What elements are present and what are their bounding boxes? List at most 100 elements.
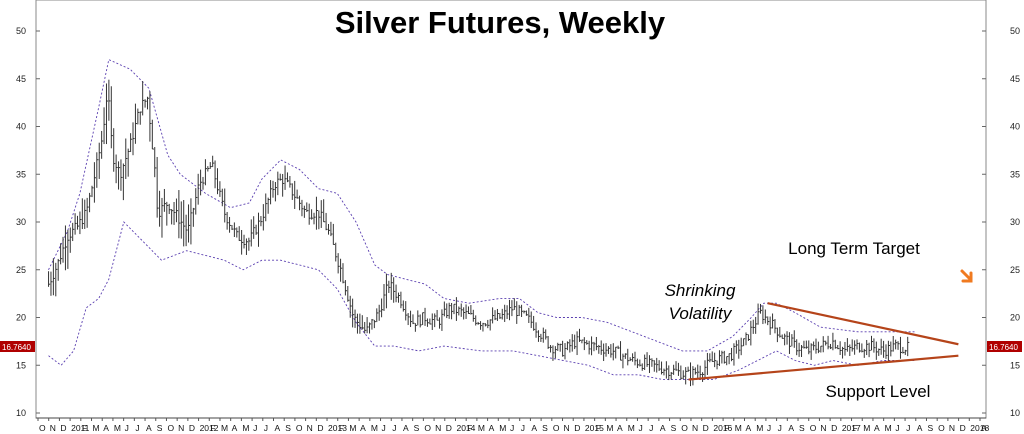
- x-tick-label: O: [553, 423, 560, 433]
- x-tick-label: M: [114, 423, 121, 433]
- x-tick-label: J: [906, 423, 910, 433]
- x-tick-label: J: [895, 423, 899, 433]
- x-tick-label: O: [938, 423, 945, 433]
- x-tick-label: F: [467, 423, 472, 433]
- x-tick-label: S: [799, 423, 805, 433]
- x-tick-label: A: [617, 423, 623, 433]
- x-tick-label: F: [82, 423, 87, 433]
- x-tick-label: J: [135, 423, 139, 433]
- y-tick-label-right: 40: [1010, 122, 1020, 132]
- x-tick-label: J: [125, 423, 129, 433]
- x-tick-label: A: [103, 423, 109, 433]
- x-tick-label: 2015: [585, 423, 604, 433]
- x-tick-label: J: [392, 423, 396, 433]
- y-tick-label-left: 20: [16, 313, 26, 323]
- price-tag-right: 16.7640: [987, 341, 1022, 352]
- x-tick-label: S: [285, 423, 291, 433]
- trendline: [688, 354, 959, 381]
- x-tick-label: D: [317, 423, 323, 433]
- x-tick-label: A: [275, 423, 281, 433]
- x-tick-label: M: [499, 423, 506, 433]
- x-tick-label: N: [178, 423, 184, 433]
- x-tick-label: F: [596, 423, 601, 433]
- x-tick-label: A: [660, 423, 666, 433]
- x-tick-label: J: [253, 423, 257, 433]
- x-tick-label: M: [606, 423, 613, 433]
- x-tick-label: A: [531, 423, 537, 433]
- annotation-shrinking: Shrinking: [665, 281, 736, 300]
- y-tick-label-right: 10: [1010, 408, 1020, 418]
- y-tick-label-right: 45: [1010, 74, 1020, 84]
- x-tick-label: A: [360, 423, 366, 433]
- x-tick-label: N: [307, 423, 313, 433]
- x-tick-label: A: [403, 423, 409, 433]
- x-tick-label: F: [210, 423, 215, 433]
- x-tick-label: A: [788, 423, 794, 433]
- x-tick-label: O: [39, 423, 46, 433]
- y-tick-label-right: 15: [1010, 360, 1020, 370]
- price-tag-right-text: 16.7640: [989, 343, 1018, 352]
- x-tick-label: 2014: [456, 423, 475, 433]
- x-tick-label: J: [382, 423, 386, 433]
- y-tick-label-left: 10: [16, 408, 26, 418]
- y-tick-label-left: 25: [16, 265, 26, 275]
- x-tick-label: S: [671, 423, 677, 433]
- x-tick-label: A: [146, 423, 152, 433]
- x-tick-label: M: [885, 423, 892, 433]
- x-tick-label: A: [232, 423, 238, 433]
- y-tick-label-left: 30: [16, 217, 26, 227]
- x-tick-label: O: [424, 423, 431, 433]
- y-tick-label-right: 30: [1010, 217, 1020, 227]
- y-tick-label-right: 20: [1010, 313, 1020, 323]
- x-tick-label: M: [735, 423, 742, 433]
- x-tick-label: J: [510, 423, 514, 433]
- x-tick-label: S: [157, 423, 163, 433]
- y-tick-label-left: 40: [16, 122, 26, 132]
- annotation-long-term-target: Long Term Target: [788, 239, 920, 258]
- x-tick-label: N: [50, 423, 56, 433]
- x-tick-label: D: [960, 423, 966, 433]
- x-tick-label: N: [949, 423, 955, 433]
- target-arrow-icon: [960, 269, 973, 283]
- x-tick-label: D: [189, 423, 195, 433]
- x-tick-label: D: [574, 423, 580, 433]
- y-tick-label-left: 45: [16, 74, 26, 84]
- chart-title: Silver Futures, Weekly: [335, 5, 666, 40]
- annotation-volatility: Volatility: [669, 304, 733, 323]
- y-tick-label-right: 35: [1010, 169, 1020, 179]
- x-tick-label: M: [756, 423, 763, 433]
- x-tick-label: J: [264, 423, 268, 433]
- x-tick-label: S: [927, 423, 933, 433]
- x-tick-label: 2012: [200, 423, 219, 433]
- y-tick-label-right: 25: [1010, 265, 1020, 275]
- x-tick-label: M: [628, 423, 635, 433]
- y-tick-label-right: 50: [1010, 26, 1020, 36]
- x-tick-label: S: [414, 423, 420, 433]
- x-tick-label: F: [724, 423, 729, 433]
- x-tick-label: A: [489, 423, 495, 433]
- x-tick-label: N: [820, 423, 826, 433]
- price-tag-left: 16.7640: [0, 341, 35, 352]
- x-tick-label: O: [810, 423, 817, 433]
- x-tick-label: J: [649, 423, 653, 433]
- volatility-bands: [48, 58, 915, 381]
- x-tick-label: A: [874, 423, 880, 433]
- x-tick-label: D: [831, 423, 837, 433]
- x-tick-label: D: [703, 423, 709, 433]
- price-tag-left-text: 16.7640: [2, 343, 31, 352]
- x-tick-label: D: [60, 423, 66, 433]
- x-tick-label: 2018: [970, 423, 989, 433]
- x-tick-label: M: [242, 423, 249, 433]
- price-bars: [48, 79, 910, 387]
- x-tick-label: M: [863, 423, 870, 433]
- x-tick-label: J: [778, 423, 782, 433]
- x-tick-label: F: [853, 423, 858, 433]
- x-tick-label: O: [296, 423, 303, 433]
- x-tick-label: F: [339, 423, 344, 433]
- x-tick-label: M: [93, 423, 100, 433]
- x-tick-label: 2013: [328, 423, 347, 433]
- x-tick-label: 2016: [713, 423, 732, 433]
- x-tick-label: N: [435, 423, 441, 433]
- x-tick-label: O: [681, 423, 688, 433]
